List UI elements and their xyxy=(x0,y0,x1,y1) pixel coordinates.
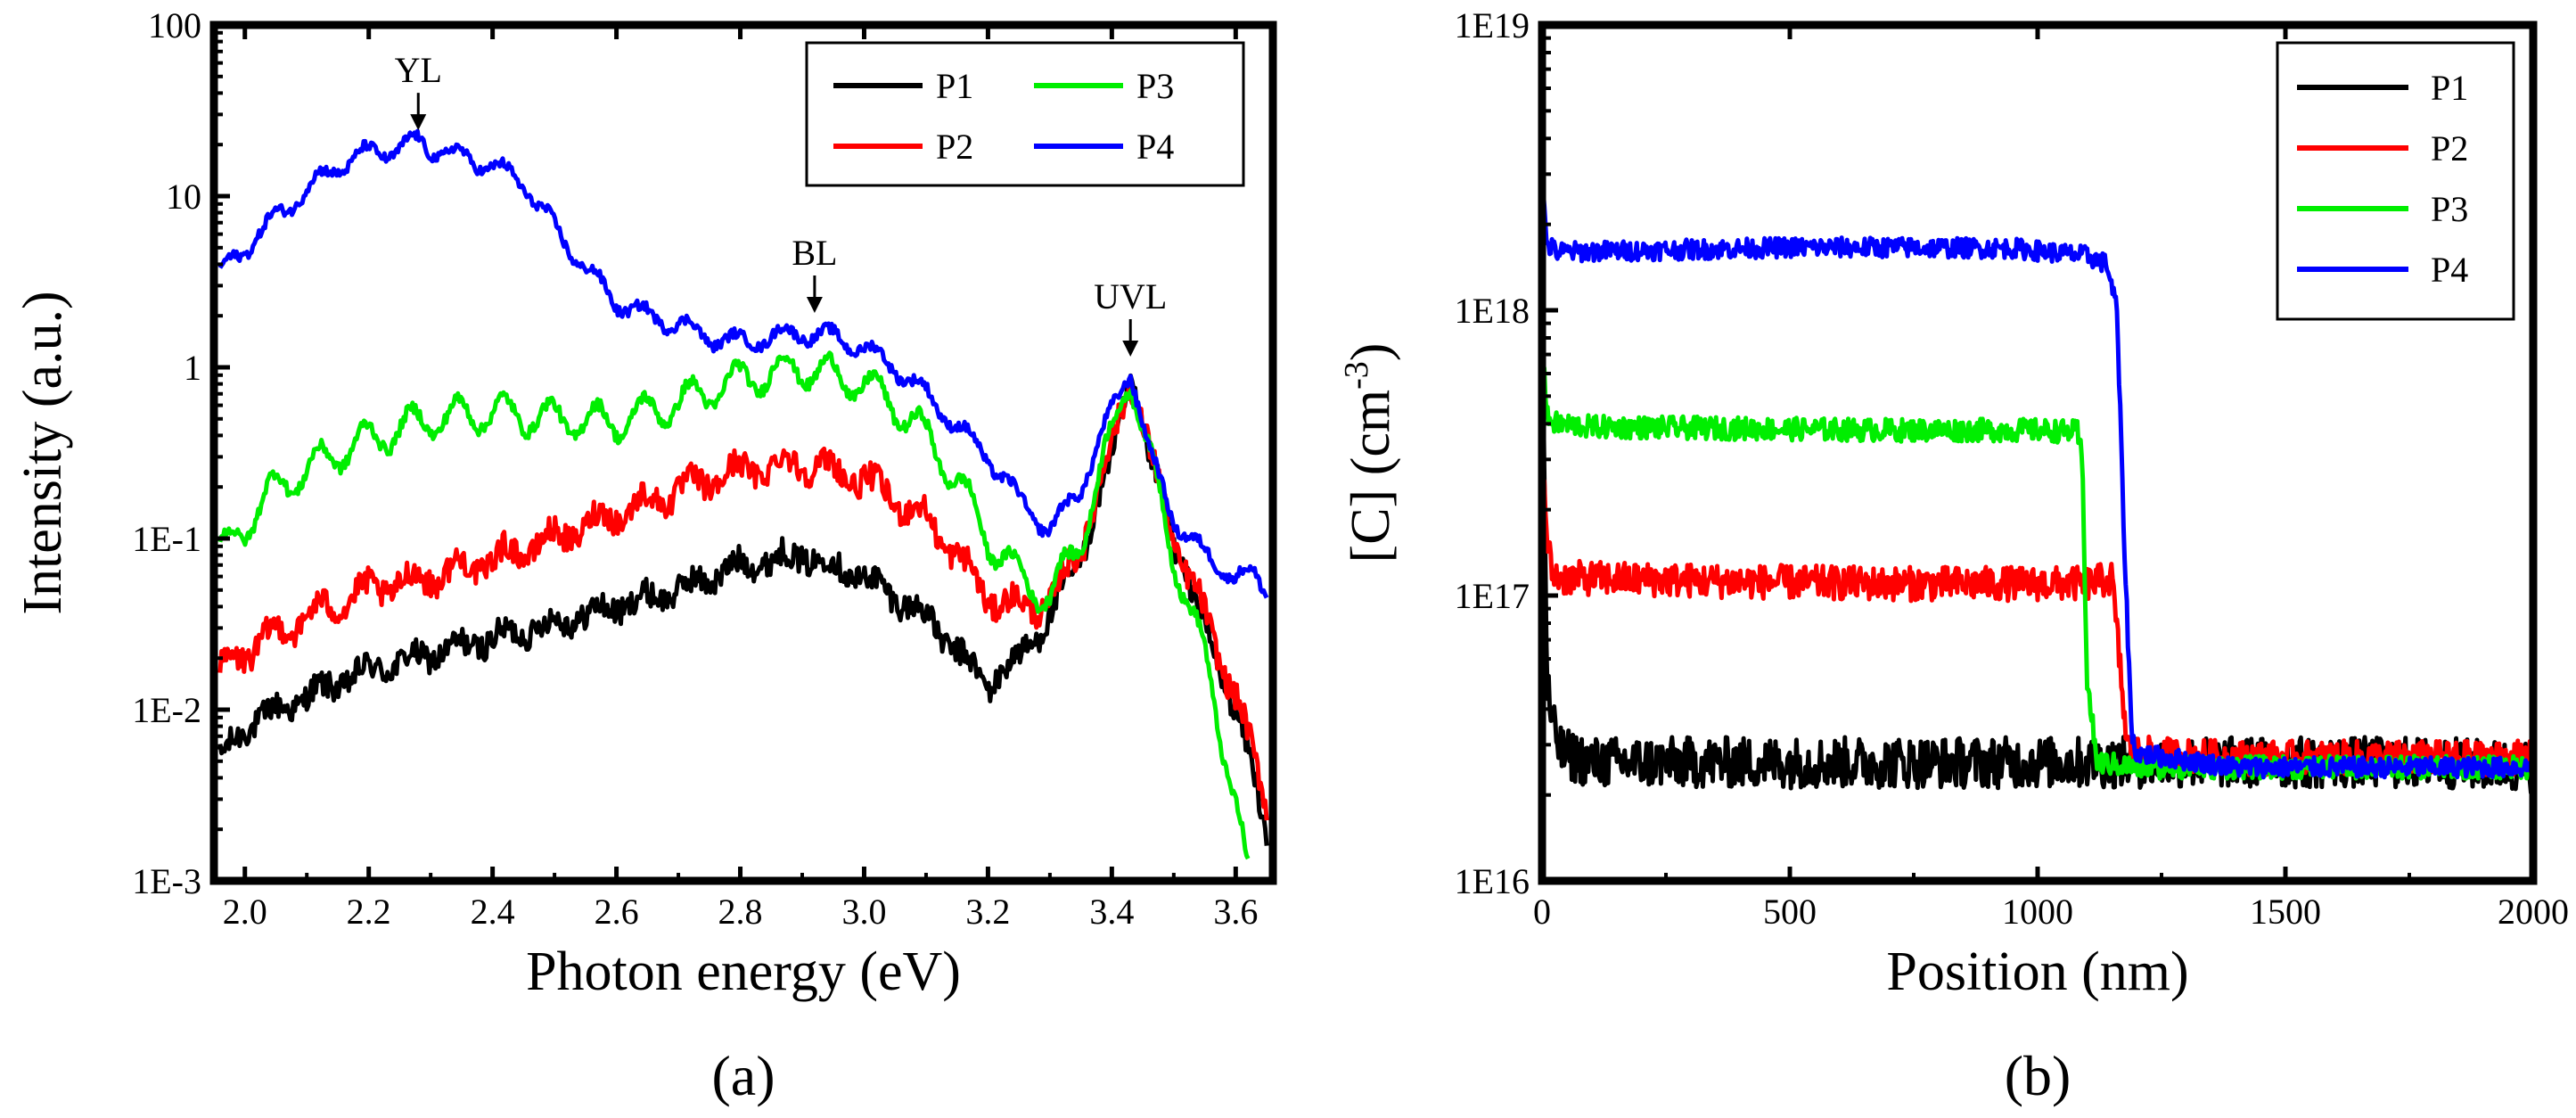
x-tick-label-b: 500 xyxy=(1763,892,1817,932)
y-tick-label-a: 1E-1 xyxy=(132,519,201,559)
y-tick-label-b: 1E19 xyxy=(1455,5,1530,45)
x-axis-label-a: Photon energy (eV) xyxy=(526,941,961,1002)
annotation-label-bl: BL xyxy=(792,233,837,273)
legend-b: P1 P2 P3 P4 xyxy=(2276,41,2515,321)
legend-box-a xyxy=(805,41,1245,187)
panel-label-a: (a) xyxy=(711,1044,775,1107)
y-tick-label-a: 1 xyxy=(184,348,201,388)
plot-frame-a xyxy=(209,21,1277,885)
series-line-a-p1 xyxy=(217,373,1269,846)
x-tick-label-a: 2.4 xyxy=(471,892,515,932)
y-tick-label-b: 1E16 xyxy=(1455,861,1530,901)
y-axis-label-a: Intensity (a.u.) xyxy=(12,291,73,614)
y-tick-label-a: 1E-2 xyxy=(132,690,201,730)
series-group-a xyxy=(217,128,1269,860)
chart-a: YL BL UVL 2.0 2.2 2.4 2.6 2.8 3.0 3.2 3.4 3.6 1E-3 1… xyxy=(12,5,1277,1107)
y-tick-label-b: 1E18 xyxy=(1455,291,1530,331)
annotation-arrowhead-yl xyxy=(410,114,427,131)
y-tick-label-b: 1E17 xyxy=(1455,576,1530,616)
series-line-a-p4 xyxy=(217,128,1269,599)
series-line-b-p4 xyxy=(1542,186,2533,780)
x-tick-label-a: 2.0 xyxy=(223,892,267,932)
legend-label-b-p4: P4 xyxy=(2431,250,2468,290)
annotation-label-yl: YL xyxy=(395,50,442,90)
series-line-a-p3 xyxy=(217,350,1251,860)
x-tick-label-a: 3.6 xyxy=(1213,892,1258,932)
plot-frame-b xyxy=(1538,21,2538,885)
x-tick-label-a: 3.4 xyxy=(1089,892,1134,932)
annotations-a: YL BL UVL xyxy=(395,50,1167,357)
y-axis-label-b-sup: -3 xyxy=(1338,361,1375,390)
annotation-label-uvl: UVL xyxy=(1094,276,1167,316)
annotation-arrowhead-bl xyxy=(806,296,823,313)
x-tick-label-b: 1500 xyxy=(2250,892,2321,932)
legend-label-b-p1: P1 xyxy=(2431,68,2468,108)
x-tick-label-b: 2000 xyxy=(2498,892,2569,932)
x-tick-label-a: 2.6 xyxy=(595,892,639,932)
legend-label-a-p2: P2 xyxy=(936,127,973,167)
x-tick-label-a: 3.0 xyxy=(841,892,886,932)
annotation-arrowhead-uvl xyxy=(1122,341,1139,357)
legend-label-b-p3: P3 xyxy=(2431,189,2468,229)
x-tick-label-a: 2.2 xyxy=(347,892,391,932)
legend-box-b xyxy=(2276,41,2515,321)
y-axis-label-b: [C] (cm-3) xyxy=(1338,343,1401,563)
y-axis-label-b-close: ) xyxy=(1341,343,1401,362)
ticks-a: 2.0 2.2 2.4 2.6 2.8 3.0 3.2 3.4 3.6 1E-3 1E-2 1E-1 1… xyxy=(132,5,1258,932)
legend-label-a-p4: P4 xyxy=(1136,127,1174,167)
x-tick-label-a: 2.8 xyxy=(718,892,763,932)
legend-label-a-p1: P1 xyxy=(936,66,973,106)
x-axis-label-b: Position (nm) xyxy=(1886,941,2188,1002)
legend-label-b-p2: P2 xyxy=(2431,128,2468,169)
legend-label-a-p3: P3 xyxy=(1136,66,1174,106)
x-tick-label-b: 0 xyxy=(1533,892,1551,932)
y-axis-label-b-main: [C] (cm xyxy=(1341,390,1401,563)
series-group-b xyxy=(1542,186,2533,795)
x-tick-label-a: 3.2 xyxy=(965,892,1010,932)
x-tick-label-b: 1000 xyxy=(2002,892,2073,932)
legend-a: P1 P3 P2 P4 xyxy=(805,41,1245,187)
ticks-b: 0 500 1000 1500 2000 1E16 1E17 1E18 1E19 xyxy=(1455,5,2569,932)
panel-label-b: (b) xyxy=(2005,1044,2071,1107)
y-tick-label-a: 1E-3 xyxy=(132,861,201,901)
y-tick-label-a: 10 xyxy=(166,177,201,217)
y-tick-label-a: 100 xyxy=(148,5,201,45)
